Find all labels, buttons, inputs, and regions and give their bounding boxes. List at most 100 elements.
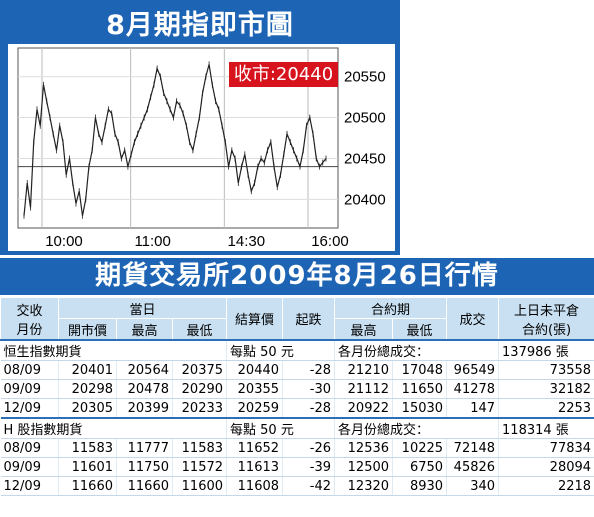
table-cell: 11583 bbox=[172, 438, 228, 458]
table-cell: 21210 bbox=[334, 360, 394, 380]
header-cp-low: 最低 bbox=[392, 318, 448, 341]
table-cell: 12500 bbox=[334, 457, 394, 477]
chart-title: 8月期指即市圖 bbox=[106, 10, 294, 41]
section-unit: 每點 50 元 bbox=[226, 417, 336, 439]
table-row: 09/09 11601 11750 11572 11613 -39 12500 6750 458… bbox=[0, 457, 594, 477]
table-cell: 147 bbox=[446, 398, 500, 419]
header-today: 當日 bbox=[57, 297, 228, 319]
table-cell: 20298 bbox=[58, 379, 117, 399]
table-cell: 10225 bbox=[392, 438, 448, 458]
table-cell: 11660 bbox=[116, 476, 173, 496]
table-cell: 11600 bbox=[172, 476, 228, 496]
table-cell: 20305 bbox=[58, 398, 117, 419]
section-total-label: 各月份總成交： bbox=[334, 339, 500, 361]
table-cell: 08/09 bbox=[0, 360, 59, 380]
table-cell: 20375 bbox=[172, 360, 228, 380]
table-cell: 17048 bbox=[392, 360, 448, 380]
table-cell: -28 bbox=[282, 360, 336, 380]
table-cell: 20440 bbox=[226, 360, 284, 380]
table-cell: 12/09 bbox=[0, 476, 59, 496]
table-cell: 8930 bbox=[392, 476, 448, 496]
price-series-line bbox=[23, 64, 327, 216]
chart-panel: 8月期指即市圖 10:00 11:00 14:30 16:00 20550 20500 20… bbox=[0, 0, 400, 255]
y-tick-label: 20400 bbox=[344, 191, 386, 208]
table-row: 09/09 20298 20478 20290 20355 -30 21112 11650 41… bbox=[0, 379, 594, 399]
table-cell: 11660 bbox=[58, 476, 117, 496]
header-open: 開市價 bbox=[58, 318, 117, 341]
table-cell: 72148 bbox=[446, 438, 500, 458]
table-cell: 41278 bbox=[446, 379, 500, 399]
section-total: 118314 張 bbox=[498, 417, 594, 439]
quotes-table: 交收 月份 當日 結算價 起跌 合約期 成交 上日未平倉 合約(張) 開市價 最… bbox=[0, 297, 594, 496]
table-cell: 20290 bbox=[172, 379, 228, 399]
table-cell: 2253 bbox=[498, 398, 594, 419]
table-cell: 08/09 bbox=[0, 438, 59, 458]
table-row: 12/09 11660 11660 11600 11608 -42 12320 8930 340… bbox=[0, 476, 594, 496]
table-cell: 20233 bbox=[172, 398, 228, 419]
table-row: 08/09 11583 11777 11583 11652 -26 12536 10225 72… bbox=[0, 438, 594, 458]
table-cell: 6750 bbox=[392, 457, 448, 477]
table-cell: 21112 bbox=[334, 379, 394, 399]
table-cell: 11613 bbox=[226, 457, 284, 477]
section-name: H 股指數期貨 bbox=[0, 417, 228, 439]
table-cell: 20922 bbox=[334, 398, 394, 419]
table-cell: 11650 bbox=[392, 379, 448, 399]
table-cell: 20564 bbox=[116, 360, 173, 380]
table-cell: 09/09 bbox=[0, 457, 59, 477]
table-cell: 20478 bbox=[116, 379, 173, 399]
table-cell: 11583 bbox=[58, 438, 117, 458]
table-cell: -30 bbox=[282, 379, 336, 399]
y-tick-label: 20550 bbox=[344, 69, 386, 86]
table-cell: -39 bbox=[282, 457, 336, 477]
table-cell: 73558 bbox=[498, 360, 594, 380]
table-cell: 20401 bbox=[58, 360, 117, 380]
table-cell: 09/09 bbox=[0, 379, 59, 399]
chart-area: 10:00 11:00 14:30 16:00 20550 20500 20450 20400… bbox=[8, 44, 395, 251]
y-tick-label: 20450 bbox=[344, 150, 386, 167]
section-name: 恒生指數期貨 bbox=[0, 339, 228, 361]
table-cell: -28 bbox=[282, 398, 336, 419]
table-cell: 11601 bbox=[58, 457, 117, 477]
header-volume: 成交 bbox=[446, 297, 500, 341]
table-cell: 11750 bbox=[116, 457, 173, 477]
table-cell: 20399 bbox=[116, 398, 173, 419]
table-cell: 77834 bbox=[498, 438, 594, 458]
header-contract: 交收 月份 bbox=[0, 297, 59, 341]
section-total-label: 各月份總成交： bbox=[334, 417, 500, 439]
table-row: 08/09 20401 20564 20375 20440 -28 21210 17048 96… bbox=[0, 360, 594, 380]
table-cell: -42 bbox=[282, 476, 336, 496]
table-cell: 340 bbox=[446, 476, 500, 496]
table-cell: 20355 bbox=[226, 379, 284, 399]
x-tick-label: 14:30 bbox=[228, 233, 266, 250]
table-title-bar: 期貨交易所2009年8月26日行情 bbox=[0, 258, 594, 295]
table-cell: 12320 bbox=[334, 476, 394, 496]
table-title: 期貨交易所2009年8月26日行情 bbox=[95, 261, 499, 291]
table-cell: 32182 bbox=[498, 379, 594, 399]
y-tick-label: 20500 bbox=[344, 110, 386, 127]
section-row: 恒生指數期貨 每點 50 元各月份總成交： 137986 張 bbox=[0, 339, 594, 361]
table-cell: 15030 bbox=[392, 398, 448, 419]
table-row: 12/09 20305 20399 20233 20259 -28 20922 15030 14… bbox=[0, 398, 594, 419]
x-tick-label: 10:00 bbox=[45, 233, 83, 250]
table-cell: 45826 bbox=[446, 457, 500, 477]
header-change: 起跌 bbox=[282, 297, 336, 341]
x-tick-label: 16:00 bbox=[311, 233, 349, 250]
table-cell: 96549 bbox=[446, 360, 500, 380]
section-unit: 每點 50 元 bbox=[226, 339, 336, 361]
table-cell: 20259 bbox=[226, 398, 284, 419]
table-cell: 11572 bbox=[172, 457, 228, 477]
table-cell: 11777 bbox=[116, 438, 173, 458]
table-cell: 11652 bbox=[226, 438, 284, 458]
table-cell: 28094 bbox=[498, 457, 594, 477]
x-tick-label: 11:00 bbox=[134, 233, 170, 250]
table-cell: 2218 bbox=[498, 476, 594, 496]
table-cell: -26 bbox=[282, 438, 336, 458]
table-cell: 12536 bbox=[334, 438, 394, 458]
header-low: 最低 bbox=[171, 318, 228, 341]
section-total: 137986 張 bbox=[498, 339, 594, 361]
header-high: 最高 bbox=[116, 318, 173, 341]
header-open-interest: 上日未平倉 合約(張) bbox=[498, 297, 594, 341]
table-cell: 12/09 bbox=[0, 398, 59, 419]
header-contract-period: 合約期 bbox=[334, 297, 448, 319]
close-label: 收市:20440 bbox=[229, 62, 338, 87]
